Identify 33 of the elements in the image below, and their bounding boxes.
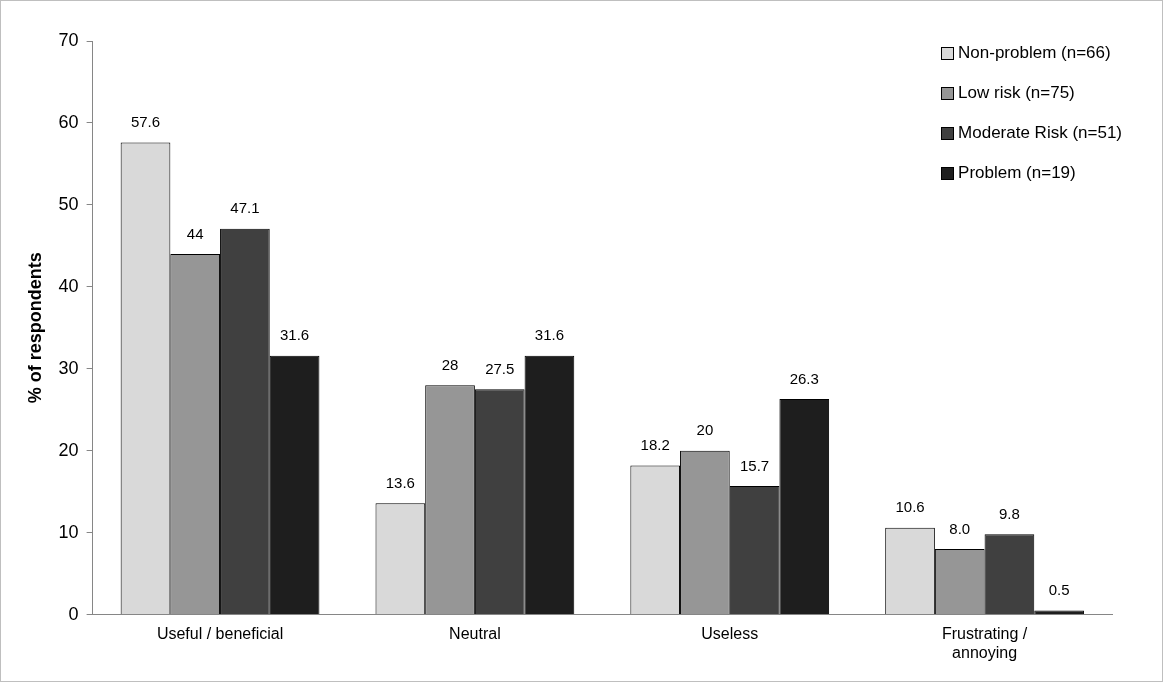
data-label: 9.8 (999, 504, 1020, 522)
data-label: 15.7 (739, 456, 770, 474)
data-label: 31.6 (534, 326, 565, 344)
data-label: 31.6 (279, 326, 310, 344)
y-tick-label: 70 (58, 29, 79, 50)
data-label: 13.6 (385, 473, 415, 491)
legend-label: Moderate Risk (n=51) (958, 123, 1122, 143)
data-label: 44 (186, 224, 204, 242)
data-label: 20 (696, 421, 714, 439)
data-label: 0.5 (1048, 581, 1070, 599)
y-tick-label: 30 (58, 357, 79, 378)
y-tick-label: 40 (58, 275, 79, 296)
legend-label: Non-problem (n=66) (958, 43, 1111, 63)
data-label: 8.0 (949, 519, 971, 537)
y-axis-title: % of respondents (24, 252, 45, 404)
data-label: 47.1 (230, 199, 260, 217)
y-tick-label: 0 (68, 603, 79, 624)
legend-label: Low risk (n=75) (958, 83, 1075, 103)
data-label: 26.3 (789, 369, 819, 387)
data-label: 10.6 (895, 498, 925, 516)
y-tick-label: 10 (58, 521, 79, 542)
data-label: 28 (441, 355, 459, 373)
x-tick-label: Useless (701, 624, 759, 642)
y-tick-label: 60 (58, 111, 79, 132)
x-tick-label: Frustrating / annoying (941, 624, 1028, 661)
x-tick-label: Neutral (449, 624, 501, 642)
data-label: 27.5 (485, 359, 515, 377)
y-tick-label: 20 (58, 439, 79, 460)
data-label: 57.6 (130, 113, 161, 131)
x-tick-label: Useful / beneficial (156, 624, 284, 642)
data-label: 18.2 (640, 436, 670, 454)
legend-label: Problem (n=19) (958, 163, 1076, 183)
y-tick-label: 50 (58, 193, 79, 214)
